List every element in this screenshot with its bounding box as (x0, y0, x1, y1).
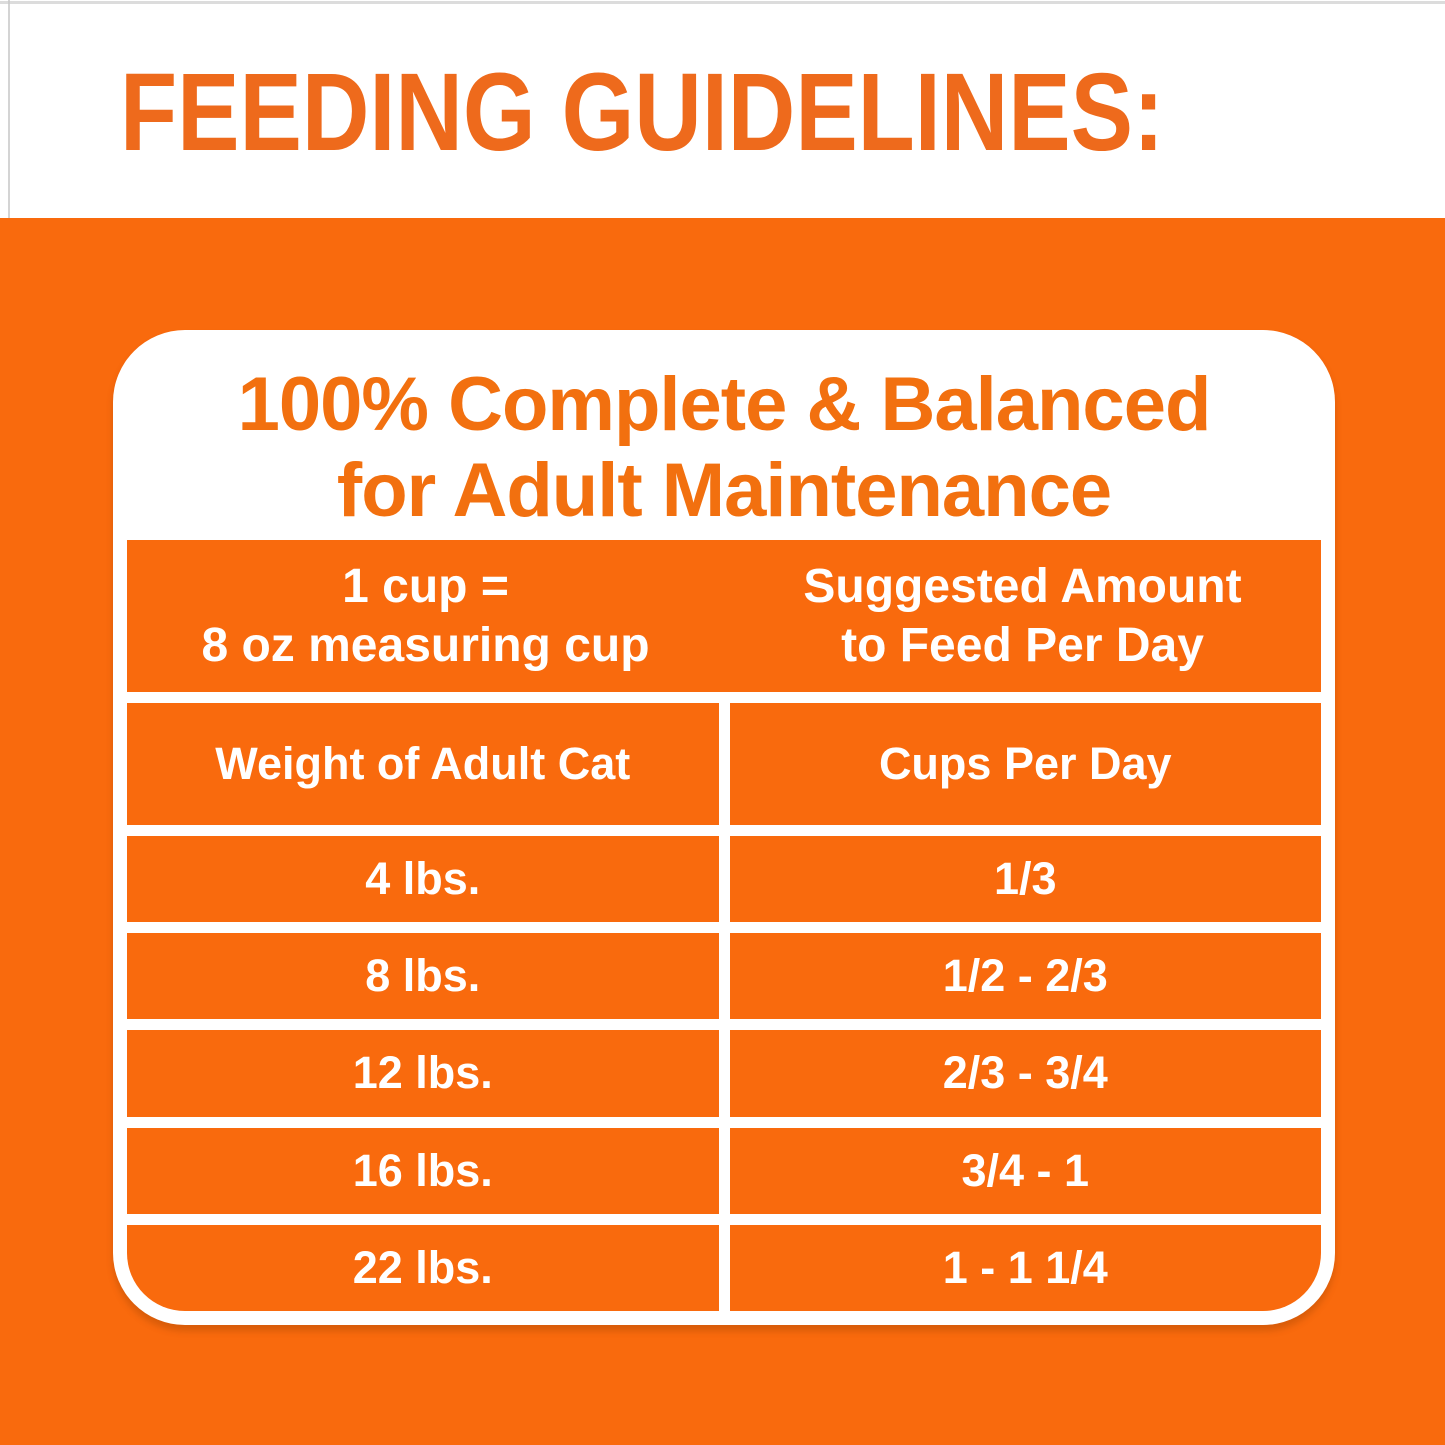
feeding-table: 1 cup = 8 oz measuring cup Suggested Amo… (127, 540, 1321, 1311)
suggested-amount-line1: Suggested Amount (803, 560, 1242, 613)
card-title-line1: 100% Complete & Balanced (237, 362, 1212, 447)
suggested-amount-line2: to Feed Per Day (841, 619, 1204, 672)
weight-cell-row3: 12 lbs. (127, 1030, 719, 1117)
cup-measure-line1: 1 cup = (342, 560, 509, 613)
weight-cell-row5: 22 lbs. (127, 1224, 719, 1311)
card-title-line2: for Adult Maintenance (336, 448, 1112, 533)
measure-header-row: 1 cup = 8 oz measuring cup Suggested Amo… (127, 540, 1321, 692)
top-white-band: FEEDING GUIDELINES: (0, 0, 1445, 218)
cups-cell-row2: 1/2 - 2/3 (729, 933, 1321, 1020)
weight-cell-row4: 16 lbs. (127, 1127, 719, 1214)
suggested-amount-header: Suggested Amount to Feed Per Day (724, 540, 1321, 692)
card-title: 100% Complete & Balanced for Adult Maint… (113, 330, 1335, 540)
left-edge-line (8, 0, 10, 218)
weight-cell-row1: 4 lbs. (127, 836, 719, 923)
column-header-cups: Cups Per Day (729, 703, 1321, 825)
cup-measure-header: 1 cup = 8 oz measuring cup (127, 540, 724, 692)
cups-cell-row4: 3/4 - 1 (729, 1127, 1321, 1214)
cups-cell-row5: 1 - 1 1/4 (729, 1224, 1321, 1311)
cups-cell-row1: 1/3 (729, 836, 1321, 923)
column-header-weight: Weight of Adult Cat (127, 703, 719, 825)
cup-measure-line2: 8 oz measuring cup (201, 619, 650, 672)
weight-cell-row2: 8 lbs. (127, 933, 719, 1020)
feeding-guidelines-card: 100% Complete & Balanced for Adult Maint… (113, 330, 1335, 1325)
page-title: FEEDING GUIDELINES: (120, 51, 1165, 174)
top-edge-line (0, 1, 1445, 4)
cups-cell-row3: 2/3 - 3/4 (729, 1030, 1321, 1117)
